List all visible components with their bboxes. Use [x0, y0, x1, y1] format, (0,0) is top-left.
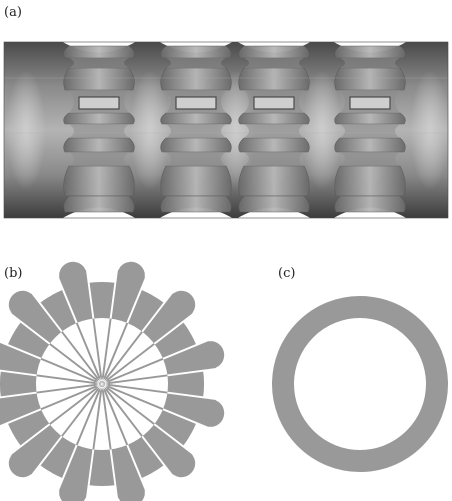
tooth-column: [236, 41, 312, 219]
tooth-window: [78, 96, 120, 110]
tooth-ridge: [160, 67, 232, 91]
tooth-ridge: [334, 112, 406, 125]
tooth-column: [158, 41, 234, 219]
tooth-ridge: [238, 137, 310, 153]
tooth-ridge: [160, 165, 232, 197]
panel-label-b: (b): [4, 266, 22, 281]
tooth-ridge: [238, 45, 310, 59]
tooth-ridge: [238, 112, 310, 125]
panel-label-c: (c): [278, 266, 295, 281]
tooth-ridge: [334, 45, 406, 59]
tooth-ridge: [334, 165, 406, 197]
tooth-ridge: [334, 67, 406, 91]
gear-cross-section: [0, 261, 225, 501]
tooth-ridge: [63, 112, 135, 125]
tooth-ridge: [160, 195, 232, 213]
tooth-ridge: [63, 45, 135, 59]
tooth-ridge: [63, 165, 135, 197]
tooth-column: [332, 41, 408, 219]
tooth-ridge: [160, 45, 232, 59]
plain-ring: [272, 296, 448, 472]
tooth-ridge: [238, 165, 310, 197]
panel-label-a: (a): [4, 5, 22, 20]
tooth-window: [175, 96, 217, 110]
tooth-ridge: [63, 137, 135, 153]
cylinder-side-view: [3, 41, 450, 219]
tooth-window: [253, 96, 295, 110]
tooth-ridge: [238, 195, 310, 213]
tooth-column: [61, 41, 137, 219]
gear-ring: [0, 261, 225, 501]
tooth-window: [349, 96, 391, 110]
tooth-ridge: [160, 112, 232, 125]
ring-cross-section: [272, 296, 448, 472]
tooth-ridge: [238, 67, 310, 91]
tooth-ridge: [63, 67, 135, 91]
tooth-ridge: [63, 195, 135, 213]
tooth-ridge: [334, 195, 406, 213]
tooth-ridge: [160, 137, 232, 153]
tooth-ridge: [334, 137, 406, 153]
